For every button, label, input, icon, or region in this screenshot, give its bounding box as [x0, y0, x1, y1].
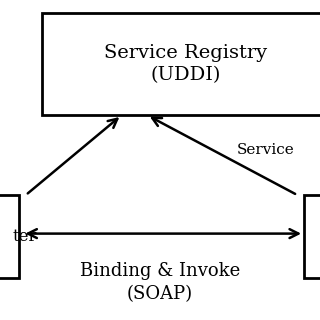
FancyBboxPatch shape — [42, 13, 320, 115]
FancyBboxPatch shape — [0, 195, 19, 278]
Text: Service: Service — [237, 143, 294, 157]
FancyBboxPatch shape — [304, 195, 320, 278]
Text: Service Registry
(UDDI): Service Registry (UDDI) — [104, 44, 267, 84]
Text: Binding & Invoke
(SOAP): Binding & Invoke (SOAP) — [80, 262, 240, 303]
Text: ter: ter — [13, 228, 37, 245]
